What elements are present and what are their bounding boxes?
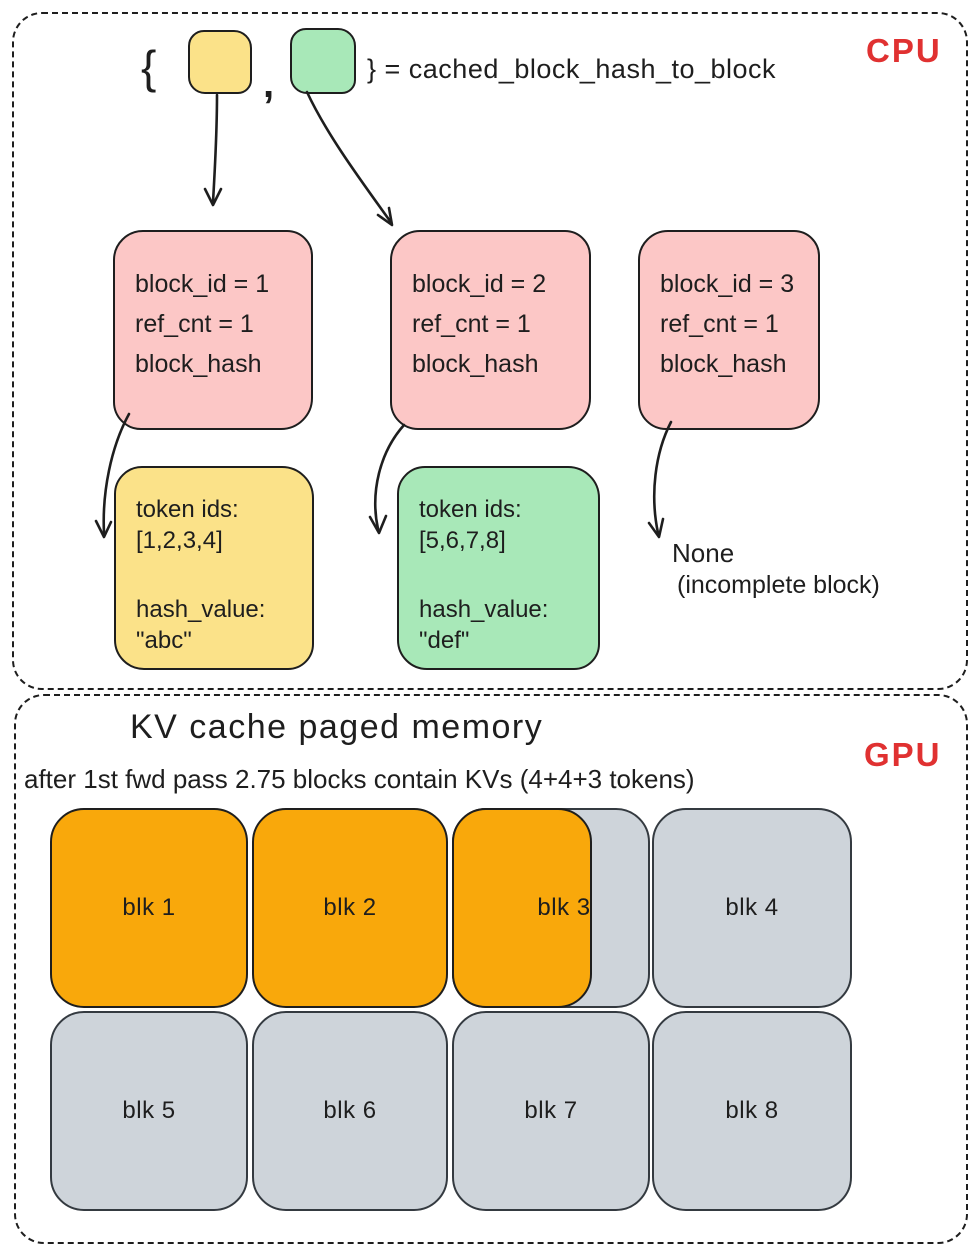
gpu-block-4: blk 4 bbox=[652, 808, 852, 1008]
block-struct-3-line3: block_hash bbox=[660, 350, 787, 378]
dict-open-brace: { bbox=[141, 41, 157, 93]
token-ids-1: [1,2,3,4] bbox=[136, 527, 223, 554]
block-struct-2-line3: block_hash bbox=[412, 350, 539, 378]
block-struct-1: block_id = 1 ref_cnt = 1 block_hash bbox=[113, 230, 313, 430]
block-struct-1-line1: block_id = 1 bbox=[135, 270, 270, 298]
gpu-region-label: GPU bbox=[864, 736, 942, 773]
hash-label-2: hash_value: bbox=[419, 596, 549, 623]
gpu-block-5: blk 5 bbox=[50, 1011, 248, 1211]
gpu-block-3-cached-part bbox=[452, 808, 592, 1008]
block-struct-2: block_id = 2 ref_cnt = 1 block_hash bbox=[390, 230, 591, 430]
gpu-block-4-label: blk 4 bbox=[725, 894, 779, 921]
cpu-region-box bbox=[12, 12, 968, 690]
block-struct-3: block_id = 3 ref_cnt = 1 block_hash bbox=[638, 230, 820, 430]
comma-separator: , bbox=[263, 62, 275, 106]
cpu-region-label: CPU bbox=[866, 32, 942, 69]
gpu-block-8-label: blk 8 bbox=[725, 1097, 779, 1124]
incomplete-block-label: (incomplete block) bbox=[677, 571, 880, 599]
hash-label-1: hash_value: bbox=[136, 596, 266, 623]
token-box-green: token ids: [5,6,7,8] hash_value: "def" bbox=[397, 466, 600, 670]
block-struct-3-line2: ref_cnt = 1 bbox=[660, 310, 779, 338]
gpu-block-3-label-wrap: blk 3 bbox=[452, 808, 650, 1008]
gpu-block-6-label: blk 6 bbox=[323, 1097, 377, 1124]
gpu-block-8: blk 8 bbox=[652, 1011, 852, 1211]
gpu-block-2-label: blk 2 bbox=[323, 894, 377, 921]
gpu-block-7-label: blk 7 bbox=[524, 1097, 578, 1124]
block-struct-1-line3: block_hash bbox=[135, 350, 262, 378]
hash-value-2: "def" bbox=[419, 627, 470, 654]
gpu-block-5-label: blk 5 bbox=[122, 1097, 176, 1124]
gpu-block-1-label: blk 1 bbox=[122, 894, 176, 921]
gpu-subtitle: after 1st fwd pass 2.75 blocks contain K… bbox=[24, 764, 695, 794]
block-struct-2-line1: block_id = 2 bbox=[412, 270, 547, 298]
block-struct-1-line2: ref_cnt = 1 bbox=[135, 310, 254, 338]
gpu-title: KV cache paged memory bbox=[130, 708, 544, 746]
block-struct-2-line2: ref_cnt = 1 bbox=[412, 310, 531, 338]
gpu-block-1: blk 1 bbox=[50, 808, 248, 1008]
dict-mapping-label: } = cached_block_hash_to_block bbox=[367, 54, 777, 84]
gpu-block-6: blk 6 bbox=[252, 1011, 448, 1211]
gpu-block-3-label: blk 3 bbox=[537, 894, 591, 921]
green-key-swatch bbox=[290, 28, 356, 94]
none-label: None bbox=[672, 538, 735, 568]
gpu-region-box bbox=[14, 694, 968, 1244]
gpu-block-2: blk 2 bbox=[252, 808, 448, 1008]
token-ids-2: [5,6,7,8] bbox=[419, 527, 506, 554]
block-struct-3-line1: block_id = 3 bbox=[660, 270, 795, 298]
hash-value-1: "abc" bbox=[136, 627, 192, 654]
gpu-block-7: blk 7 bbox=[452, 1011, 650, 1211]
token-ids-label-1: token ids: bbox=[136, 496, 239, 523]
token-ids-label-2: token ids: bbox=[419, 496, 522, 523]
yellow-key-swatch bbox=[188, 30, 252, 94]
token-box-yellow: token ids: [1,2,3,4] hash_value: "abc" bbox=[114, 466, 314, 670]
